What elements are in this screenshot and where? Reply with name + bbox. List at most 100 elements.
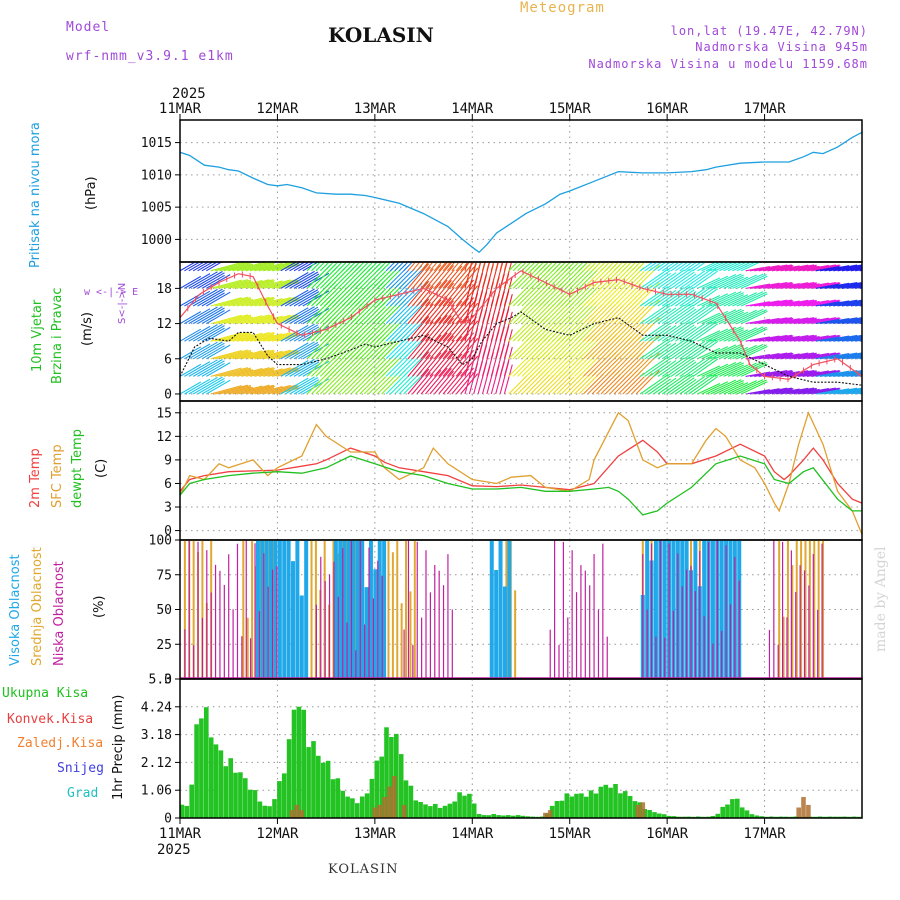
precip-bar-62 [481, 815, 487, 818]
wind-arrow-894 [666, 269, 694, 289]
wind-arrow-222 [298, 275, 321, 289]
wind-arrow-1182 [824, 282, 858, 289]
wind-arrow-30 [192, 271, 223, 289]
wind-arrow-993 [723, 364, 749, 377]
wind-arrow-767 [596, 262, 607, 272]
wind-arrow-1055 [754, 264, 788, 272]
wind-arrow-651 [534, 322, 555, 342]
wind-arrow-128 [249, 387, 275, 395]
wind-arrow-1204 [837, 318, 862, 325]
wind-arrow-1033 [745, 371, 770, 377]
wind-arrow-185 [280, 360, 309, 377]
precip-bar-27 [311, 741, 316, 818]
wind-arrow-842 [639, 338, 669, 360]
wind-arrow-915 [679, 323, 706, 342]
conv-rain-label: Konvek.Kisa [7, 712, 94, 727]
wind-arrow-907 [675, 326, 697, 342]
wind-arrow-1000 [727, 380, 757, 395]
wind-arrow-1108 [784, 317, 817, 325]
wind-arrow-269 [324, 285, 346, 307]
wind-arrow-417 [407, 351, 430, 377]
wind-arrow-690 [556, 341, 575, 360]
wind-arrow-442 [420, 334, 442, 360]
wind-arrow-905 [675, 361, 697, 377]
wind-arrow-174 [271, 280, 299, 289]
wind-speed-line [180, 311, 862, 386]
wind-arrow-1121 [793, 371, 820, 377]
wind-arrow-340 [363, 302, 386, 324]
wind-arrow-480 [442, 371, 463, 395]
precip-bar-99 [661, 814, 667, 818]
wind-arrow-1046 [749, 282, 780, 289]
wind-arrow-92 [228, 316, 254, 325]
wind-arrow-888 [666, 374, 694, 395]
precip-bar-57 [457, 792, 462, 818]
xaxis-bottom-label-5: 16MAR [646, 826, 689, 842]
wind-arrow-980 [714, 309, 744, 325]
wind-arrow-1058 [758, 352, 792, 360]
conv-bar-7 [392, 776, 397, 818]
wind-arrow-156 [263, 314, 297, 325]
wind-arrow-799 [613, 262, 624, 272]
wind-arrow-946 [697, 347, 721, 360]
precip-bar-55 [447, 803, 453, 818]
wind-arrow-1158 [811, 282, 841, 289]
wind-arrow-13 [184, 290, 211, 307]
wind-arrow-61 [210, 297, 242, 307]
wind-arrow-879 [657, 262, 672, 272]
wind-arrow-1209 [841, 372, 862, 377]
wind-arrow-958 [701, 275, 729, 289]
wind-arrow-1032 [745, 389, 770, 395]
wind-arrow-840 [639, 374, 669, 395]
wind-arrow-105 [236, 367, 270, 377]
wind-arrow-1040 [749, 388, 780, 395]
wind-arrow-450 [425, 332, 448, 360]
wind-arrow-184 [280, 377, 309, 395]
precip-bar-93 [632, 801, 638, 818]
wind-arrow-471 [433, 262, 443, 272]
wind-arrow-1167 [815, 266, 840, 272]
wind-arrow-1009 [732, 361, 764, 377]
wind-arrow-1031 [740, 262, 762, 272]
wind-arrow-931 [688, 321, 717, 342]
wind-arrow-984 [719, 382, 744, 395]
wind-arrow-922 [683, 339, 713, 360]
wind-arrow-383 [385, 262, 396, 272]
wind-arrow-309 [346, 286, 366, 307]
wind-arrow-1200 [837, 389, 862, 395]
wind-arrow-941 [692, 288, 719, 307]
precip-bar-0 [180, 804, 185, 818]
wind-arrow-449 [425, 350, 448, 377]
pressure-frame [179, 119, 863, 263]
wind-arrow-1215 [841, 266, 862, 272]
precip-bar-88 [608, 787, 613, 818]
wind-arrow-916 [679, 305, 706, 325]
wind-arrow-343 [363, 262, 374, 272]
wind-arrow-527 [464, 262, 468, 271]
precip-bar-24 [296, 706, 302, 818]
wind-arrow-1067 [763, 335, 794, 342]
wind-arrow-1165 [815, 301, 840, 307]
wind-arrow-850 [644, 340, 671, 360]
wind-arrow-614 [512, 267, 534, 289]
wind-arrow-422 [407, 263, 430, 289]
precip-bar-38 [364, 793, 370, 818]
wind-arrow-646 [530, 268, 551, 289]
wind-arrow-190 [280, 272, 309, 289]
wind-arrow-1216 [846, 390, 862, 395]
xaxis-bottom-label-4: 15MAR [549, 826, 592, 842]
wind-arrow-845 [639, 286, 669, 307]
wind-arrow-1070 [763, 282, 794, 289]
wind-arrow-1109 [784, 299, 817, 307]
wind-tick-label-2: 12 [156, 317, 172, 332]
wind-arrow-770 [600, 338, 621, 360]
wind-arrow-938 [692, 340, 719, 360]
wind-arrow-926 [683, 268, 713, 289]
wind-arrow-69 [214, 296, 249, 307]
wind-arrow-35 [197, 325, 225, 342]
wind-arrow-203 [289, 324, 319, 342]
precip-bar-35 [350, 798, 355, 818]
wind-arrow-136 [254, 385, 283, 395]
wind-arrow-6 [180, 275, 202, 289]
precip-bar-22 [286, 739, 292, 818]
